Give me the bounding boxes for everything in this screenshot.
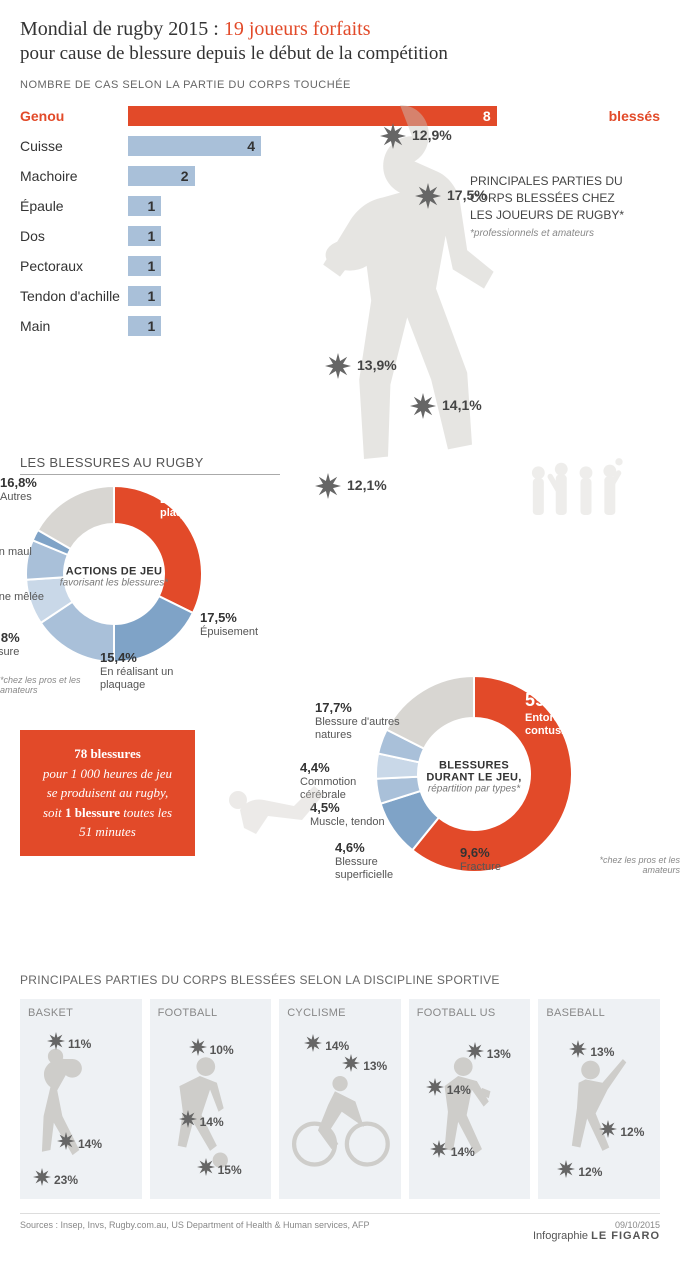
bar-chart-heading: NOMBRE DE CAS SELON LA PARTIE DU CORPS T… xyxy=(20,79,660,91)
sport-silhouette xyxy=(30,1035,132,1185)
donut-slice-label: 4,6%Blessure superficielle xyxy=(335,840,425,882)
donut-actions: ACTIONS DE JEUfavorisant les blessures*3… xyxy=(20,480,208,673)
donut-slice-label: 2,4%Lors d'un maul xyxy=(0,530,50,559)
title-line2: pour cause de blessure depuis le début d… xyxy=(20,43,660,65)
sport-injury-pct: 13% xyxy=(363,1059,387,1073)
title: Mondial de rugby 2015 : 19 joueurs forfa… xyxy=(20,18,660,65)
date: 09/10/2015 xyxy=(615,1220,660,1230)
bar-label: Genou xyxy=(20,108,128,124)
sport-card: FOOTBALL US 13% 14% 14% xyxy=(409,999,531,1199)
sport-injury-pct: 14% xyxy=(325,1039,349,1053)
sport-injury-pct: 15% xyxy=(218,1163,242,1177)
sport-injury-pct: 12% xyxy=(578,1165,602,1179)
bar-label: Cuisse xyxy=(20,138,128,154)
sources: Sources : Insep, Invs, Rugby.com.au, US … xyxy=(20,1220,369,1242)
sport-injury-pct: 14% xyxy=(78,1137,102,1151)
footer: Sources : Insep, Invs, Rugby.com.au, US … xyxy=(20,1213,660,1242)
injury-burst-icon xyxy=(57,1132,75,1150)
injury-burst-icon xyxy=(430,1140,448,1158)
sport-name: FOOTBALL xyxy=(158,1007,264,1019)
sport-injury-pct: 11% xyxy=(68,1037,91,1051)
donut-center: ACTIONS DE JEUfavorisant les blessures* xyxy=(59,565,169,588)
sports-section: PRINCIPALES PARTIES DU CORPS BLESSÉES SE… xyxy=(20,973,660,1199)
infographic-page: Mondial de rugby 2015 : 19 joueurs forfa… xyxy=(0,0,680,1252)
injury-burst-icon xyxy=(466,1042,484,1060)
injury-burst-icon xyxy=(179,1110,197,1128)
body-diagram-caption: PRINCIPALES PARTIES DU CORPS BLESSÉES CH… xyxy=(470,173,640,241)
injury-burst-icon xyxy=(380,123,406,149)
injury-burst-icon xyxy=(599,1120,617,1138)
injury-burst-icon xyxy=(47,1032,65,1050)
sport-injury-pct: 23% xyxy=(54,1173,78,1187)
sport-card: CYCLISME 14% 13% xyxy=(279,999,401,1199)
donut-injury-types: BLESSURES DURANT LE JEU,répartition par … xyxy=(370,670,578,883)
falling-player-silhouette xyxy=(220,770,330,840)
donut-slice-label: 8,8%Usure xyxy=(0,630,80,659)
sport-injury-pct: 13% xyxy=(590,1045,614,1059)
donut-slice-label: 15,4%En réalisant un plaquage xyxy=(100,650,190,692)
sport-injury-pct: 10% xyxy=(210,1043,234,1057)
sport-card: FOOTBALL 10% 14% 15% xyxy=(150,999,272,1199)
injury-burst-icon xyxy=(33,1168,51,1186)
injury-burst-icon xyxy=(304,1034,322,1052)
donut-slice-label: 59,2%Entorse, foulure, contusion xyxy=(525,690,615,738)
sport-silhouette xyxy=(289,1035,391,1185)
sport-injury-pct: 14% xyxy=(447,1083,471,1097)
callout-stat: 78 blessures pour 1 000 heures de jeu se… xyxy=(20,730,195,856)
sport-name: BASKET xyxy=(28,1007,134,1019)
donut-slice-label: 9,6%Fracture xyxy=(460,845,550,874)
donut-slice-label: 7,9%Lors d'une mêlée ouverte xyxy=(0,575,50,617)
title-part1: Mondial de rugby 2015 : xyxy=(20,18,224,40)
injury-burst-icon xyxy=(557,1160,575,1178)
donut-slice-label: 17,5%Épuisement xyxy=(200,610,290,639)
title-highlight: 19 joueurs forfaits xyxy=(224,18,371,40)
sport-name: FOOTBALL US xyxy=(417,1007,523,1019)
donut-charts-zone: ACTIONS DE JEUfavorisant les blessures* 3… xyxy=(0,270,680,690)
donut-slice-label: 31,2%En se faisant plaquer xyxy=(160,472,250,520)
sport-card: BASEBALL 13% 12% 12% xyxy=(538,999,660,1199)
injury-burst-icon xyxy=(426,1078,444,1096)
injury-pct: 12,9% xyxy=(412,127,452,143)
sport-card: BASKET 11% 14% 23% xyxy=(20,999,142,1199)
injury-burst-icon xyxy=(415,183,441,209)
sport-injury-pct: 13% xyxy=(487,1047,511,1061)
donut-slice-label: 16,8%Autres xyxy=(0,475,90,504)
donut-center: BLESSURES DURANT LE JEU,répartition par … xyxy=(419,759,529,794)
injury-burst-icon xyxy=(197,1158,215,1176)
sport-injury-pct: 14% xyxy=(451,1145,475,1159)
sports-heading: PRINCIPALES PARTIES DU CORPS BLESSÉES SE… xyxy=(20,973,660,987)
sport-injury-pct: 14% xyxy=(200,1115,224,1129)
donut-slice-label: 17,7%Blessure d'autres natures xyxy=(315,700,405,742)
injury-burst-icon xyxy=(569,1040,587,1058)
injury-burst-icon xyxy=(342,1054,360,1072)
sport-name: BASEBALL xyxy=(546,1007,652,1019)
injury-burst-icon xyxy=(189,1038,207,1056)
sport-name: CYCLISME xyxy=(287,1007,393,1019)
sport-injury-pct: 12% xyxy=(620,1125,644,1139)
